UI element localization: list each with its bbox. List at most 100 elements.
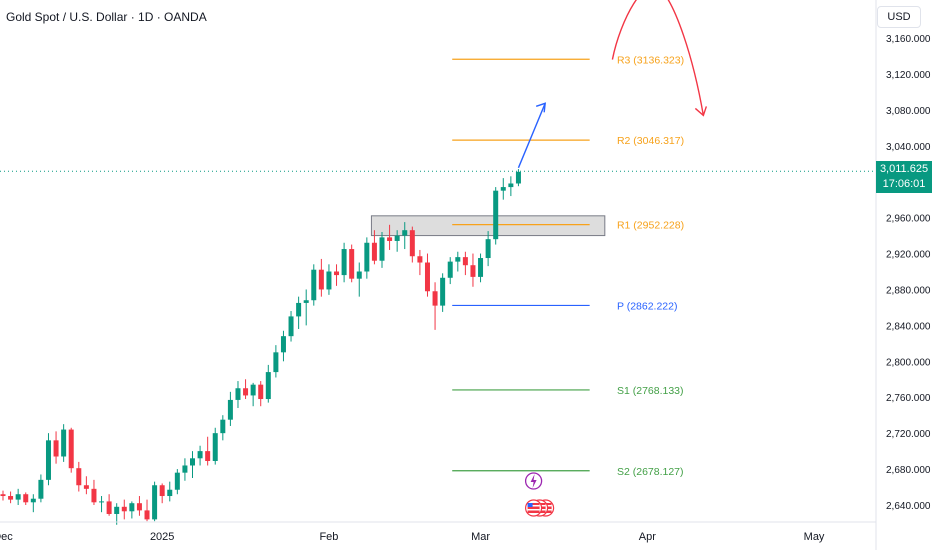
candle[interactable] (500, 178, 506, 200)
candle[interactable] (379, 231, 385, 268)
candle[interactable] (190, 451, 195, 479)
candle[interactable] (205, 436, 211, 466)
candle-body (371, 242, 377, 261)
candle[interactable] (235, 381, 241, 409)
candle-body (114, 506, 120, 514)
currency-selector[interactable]: USD (877, 6, 921, 28)
candle[interactable] (15, 488, 21, 505)
candle[interactable] (144, 499, 150, 522)
candle-body (326, 271, 332, 290)
candle-body (91, 488, 97, 503)
candle-body (152, 485, 158, 520)
candle[interactable] (250, 382, 256, 407)
candle[interactable] (91, 479, 97, 505)
candle[interactable] (258, 381, 264, 407)
candle[interactable] (371, 230, 377, 265)
candle[interactable] (243, 379, 249, 400)
candle[interactable] (432, 282, 438, 330)
candle-body (402, 230, 408, 236)
candle[interactable] (296, 296, 302, 329)
candle[interactable] (341, 242, 347, 283)
candle[interactable] (508, 176, 514, 197)
candle-body (462, 257, 468, 266)
price-tick-label: 3,080.000 (886, 106, 931, 117)
candle[interactable] (326, 264, 332, 295)
candle[interactable] (30, 494, 36, 513)
price-tick-label: 2,880.000 (886, 285, 931, 296)
candle-body (356, 271, 362, 279)
candle[interactable] (318, 258, 324, 297)
candle-body (485, 239, 491, 259)
candle[interactable] (303, 289, 309, 326)
candle[interactable] (417, 249, 423, 276)
candle[interactable] (356, 262, 362, 297)
pivot-label-s1: S1 (2768.133) (617, 385, 684, 397)
candle[interactable] (470, 253, 476, 287)
candle[interactable] (99, 496, 105, 513)
candle[interactable] (288, 311, 294, 342)
candle[interactable] (76, 461, 82, 492)
event-us-flag-icon[interactable] (524, 499, 543, 517)
candle-body (364, 242, 370, 272)
candle-body (129, 503, 135, 512)
price-tick-label: 3,160.000 (886, 34, 931, 45)
candle[interactable] (8, 491, 14, 504)
event-lightning-icon[interactable] (524, 472, 543, 490)
candle[interactable] (0, 490, 6, 501)
candle[interactable] (485, 231, 491, 267)
candle[interactable] (136, 496, 142, 516)
candle[interactable] (349, 244, 355, 283)
candle[interactable] (167, 481, 173, 502)
candle[interactable] (53, 431, 59, 464)
candle[interactable] (334, 264, 340, 286)
price-tick-label: 2,840.000 (886, 321, 931, 332)
candle[interactable] (38, 474, 44, 503)
candle[interactable] (402, 222, 408, 250)
candle[interactable] (311, 264, 317, 306)
candle-body (121, 506, 127, 512)
candle[interactable] (394, 230, 400, 252)
candle[interactable] (83, 476, 89, 495)
candle[interactable] (493, 187, 499, 245)
candle[interactable] (273, 345, 279, 378)
candle[interactable] (174, 469, 180, 495)
candle[interactable] (220, 415, 226, 441)
candle[interactable] (440, 273, 446, 312)
candle-body (53, 440, 59, 457)
candle[interactable] (159, 483, 165, 504)
candle[interactable] (129, 501, 135, 519)
candle-body (23, 494, 29, 503)
candle[interactable] (197, 445, 203, 466)
candle[interactable] (265, 364, 271, 403)
candle[interactable] (106, 494, 112, 516)
candle-body (379, 237, 385, 261)
candle-body (493, 190, 499, 240)
candle[interactable] (152, 481, 158, 522)
candle[interactable] (424, 253, 430, 297)
candle[interactable] (68, 427, 74, 473)
forecast-up-arrow[interactable] (517, 103, 546, 169)
candle[interactable] (478, 253, 484, 283)
candle-body (76, 468, 82, 486)
candle[interactable] (121, 499, 127, 520)
candle[interactable] (455, 251, 461, 272)
candle[interactable] (515, 169, 521, 187)
candle[interactable] (61, 424, 67, 462)
candle[interactable] (23, 492, 29, 505)
candle-body (280, 336, 286, 353)
candle[interactable] (364, 237, 370, 279)
candle[interactable] (182, 458, 188, 481)
candle[interactable] (212, 427, 218, 465)
candle-body (250, 384, 256, 396)
candle[interactable] (462, 251, 468, 276)
forecast-down-arrow[interactable] (611, 0, 705, 116)
candle[interactable] (114, 503, 120, 525)
candle[interactable] (387, 224, 393, 250)
candle-body (500, 187, 506, 191)
candle[interactable] (45, 433, 51, 486)
candle[interactable] (280, 330, 286, 362)
candle[interactable] (447, 257, 453, 285)
candle[interactable] (409, 226, 415, 263)
candle[interactable] (227, 391, 233, 426)
